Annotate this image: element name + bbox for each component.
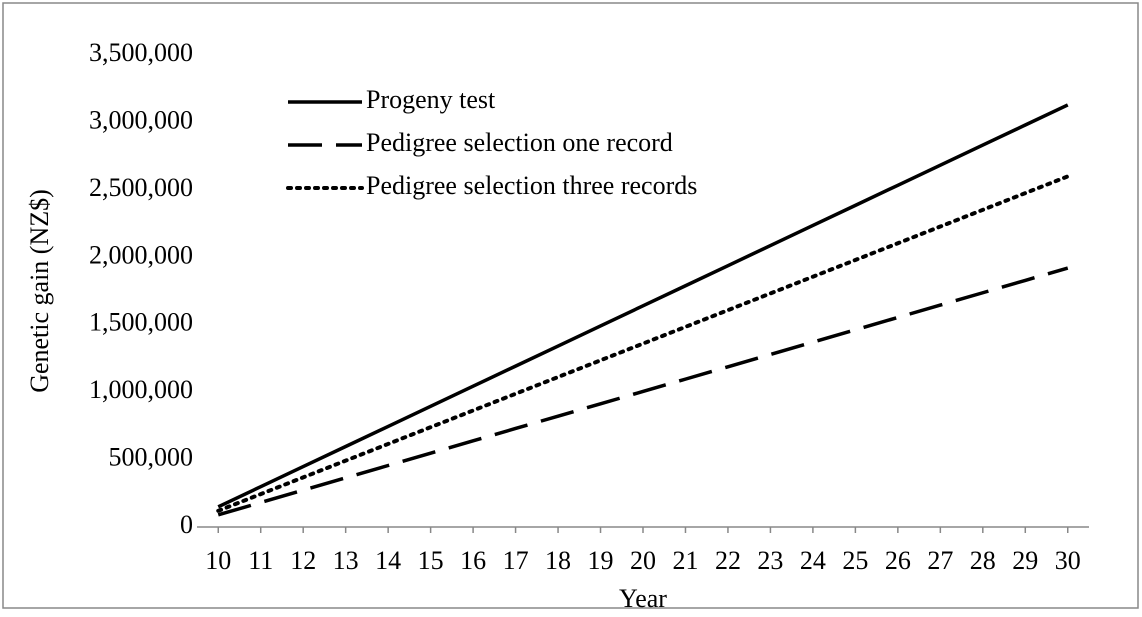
x-axis-label: Year xyxy=(619,584,667,613)
x-tick-label: 23 xyxy=(757,546,783,575)
x-tick-label: 16 xyxy=(460,546,486,575)
series-line xyxy=(217,266,1069,517)
legend-label: Pedigree selection three records xyxy=(366,171,697,200)
y-axis-label: Genetic gain (NZ$) xyxy=(25,189,54,393)
legend-label: Progeny test xyxy=(366,85,496,114)
x-tick-label: 29 xyxy=(1012,546,1038,575)
x-tick-label: 11 xyxy=(248,546,273,575)
x-tick-label: 21 xyxy=(672,546,698,575)
y-tick-label: 2,500,000 xyxy=(89,173,193,202)
x-tick-label: 25 xyxy=(842,546,868,575)
series-line xyxy=(217,103,1069,509)
y-tick-label: 1,500,000 xyxy=(89,308,193,337)
legend-label: Pedigree selection one record xyxy=(366,128,673,157)
y-tick-label: 500,000 xyxy=(109,443,194,472)
y-tick-label: 1,000,000 xyxy=(89,375,193,404)
y-tick-label: 2,000,000 xyxy=(89,240,193,269)
y-tick-label: 3,500,000 xyxy=(89,38,193,67)
x-tick-label: 20 xyxy=(630,546,656,575)
x-tick-label: 24 xyxy=(800,546,826,575)
y-tick-label: 3,000,000 xyxy=(89,105,193,134)
x-tick-label: 30 xyxy=(1055,546,1081,575)
x-tick-label: 13 xyxy=(333,546,359,575)
y-tick-label: 0 xyxy=(180,510,193,539)
x-tick-label: 17 xyxy=(503,546,529,575)
x-tick-label: 14 xyxy=(375,546,401,575)
x-tick-label: 10 xyxy=(205,546,231,575)
x-tick-label: 28 xyxy=(970,546,996,575)
series-line xyxy=(216,174,1070,513)
x-tick-label: 22 xyxy=(715,546,741,575)
x-tick-label: 18 xyxy=(545,546,571,575)
x-tick-label: 27 xyxy=(927,546,953,575)
chart-border xyxy=(2,2,1139,609)
x-tick-label: 12 xyxy=(290,546,316,575)
x-tick-label: 26 xyxy=(885,546,911,575)
x-tick-label: 15 xyxy=(418,546,444,575)
x-tick-label: 19 xyxy=(588,546,614,575)
